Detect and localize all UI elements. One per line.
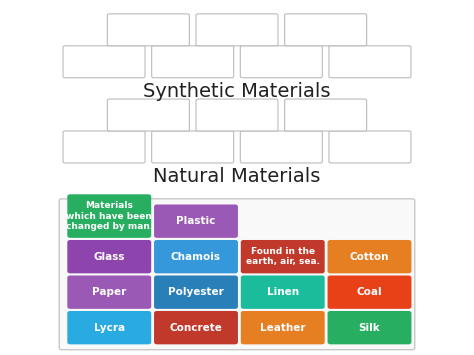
FancyBboxPatch shape bbox=[328, 240, 411, 273]
FancyBboxPatch shape bbox=[67, 311, 151, 344]
Text: Chamois: Chamois bbox=[171, 252, 221, 262]
FancyBboxPatch shape bbox=[63, 46, 145, 78]
Text: Polyester: Polyester bbox=[168, 287, 224, 297]
Text: Coal: Coal bbox=[356, 287, 383, 297]
FancyBboxPatch shape bbox=[284, 14, 367, 46]
Text: Found in the
earth, air, sea.: Found in the earth, air, sea. bbox=[246, 247, 320, 266]
Text: Glass: Glass bbox=[93, 252, 125, 262]
FancyBboxPatch shape bbox=[196, 99, 278, 131]
FancyBboxPatch shape bbox=[107, 14, 189, 46]
FancyBboxPatch shape bbox=[67, 275, 151, 309]
FancyBboxPatch shape bbox=[152, 46, 234, 78]
Text: Paper: Paper bbox=[92, 287, 127, 297]
FancyBboxPatch shape bbox=[154, 275, 238, 309]
Text: Linen: Linen bbox=[267, 287, 299, 297]
Text: Concrete: Concrete bbox=[170, 323, 222, 333]
FancyBboxPatch shape bbox=[154, 240, 238, 273]
FancyBboxPatch shape bbox=[241, 275, 325, 309]
FancyBboxPatch shape bbox=[154, 204, 238, 238]
Text: Natural Materials: Natural Materials bbox=[153, 167, 321, 186]
FancyBboxPatch shape bbox=[196, 14, 278, 46]
Text: Plastic: Plastic bbox=[176, 216, 216, 226]
Text: Synthetic Materials: Synthetic Materials bbox=[143, 82, 331, 101]
FancyBboxPatch shape bbox=[240, 131, 322, 163]
FancyBboxPatch shape bbox=[240, 46, 322, 78]
FancyBboxPatch shape bbox=[67, 240, 151, 273]
Text: Silk: Silk bbox=[359, 323, 380, 333]
Text: Lycra: Lycra bbox=[94, 323, 125, 333]
FancyBboxPatch shape bbox=[59, 199, 415, 350]
FancyBboxPatch shape bbox=[284, 99, 367, 131]
Text: Leather: Leather bbox=[260, 323, 305, 333]
FancyBboxPatch shape bbox=[241, 240, 325, 273]
FancyBboxPatch shape bbox=[67, 194, 151, 238]
Text: Materials
which have been
changed by man.: Materials which have been changed by man… bbox=[65, 201, 153, 231]
FancyBboxPatch shape bbox=[328, 311, 411, 344]
FancyBboxPatch shape bbox=[328, 275, 411, 309]
FancyBboxPatch shape bbox=[107, 99, 189, 131]
FancyBboxPatch shape bbox=[329, 46, 411, 78]
FancyBboxPatch shape bbox=[241, 311, 325, 344]
FancyBboxPatch shape bbox=[154, 311, 238, 344]
Text: Cotton: Cotton bbox=[350, 252, 389, 262]
FancyBboxPatch shape bbox=[329, 131, 411, 163]
FancyBboxPatch shape bbox=[63, 131, 145, 163]
FancyBboxPatch shape bbox=[152, 131, 234, 163]
